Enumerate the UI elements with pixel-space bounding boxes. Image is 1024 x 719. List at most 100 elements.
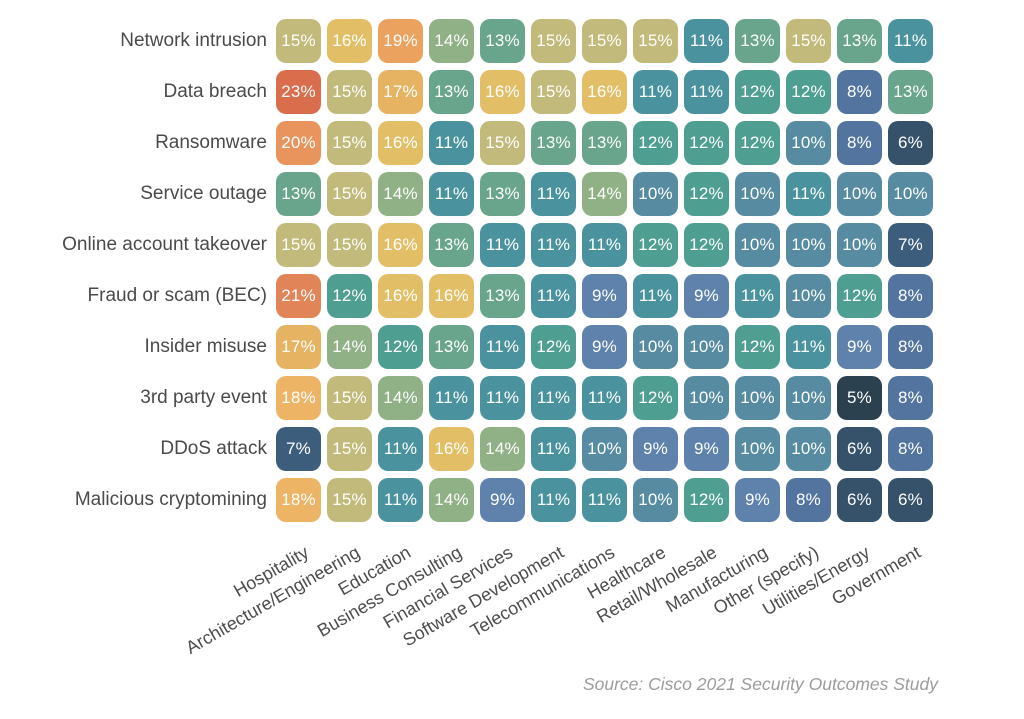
heatmap-cell: 14% [480,427,525,471]
heatmap-row: Online account takeover 15% 15% 16% 13% 11% 11… [0,223,933,267]
heatmap-cell: 13% [837,19,882,63]
heatmap-cell: 10% [633,478,678,522]
heatmap-cell: 11% [531,376,576,420]
heatmap-cell: 13% [429,223,474,267]
heatmap-cell: 11% [480,325,525,369]
row-label: Malicious cryptomining [74,489,267,510]
heatmap-cell: 11% [582,478,627,522]
heatmap-row: Insider misuse 17% 14% 12% 13% 11% 12% 9% 10% 10%… [0,325,933,369]
heatmap-row: DDoS attack 7% 15% 11% 16% 14% 11% 10% 9% 9% 10% 10… [0,427,933,471]
heatmap-cell: 12% [633,223,678,267]
row-label: Ransomware [155,132,267,153]
heatmap-cell: 20% [276,121,321,165]
heatmap-cell: 12% [684,478,729,522]
heatmap-cell: 11% [378,427,423,471]
heatmap-cell: 11% [888,19,933,63]
row-label: Online account takeover [62,234,267,255]
heatmap-cell: 12% [837,274,882,318]
heatmap-cell: 11% [684,19,729,63]
heatmap-cell: 19% [378,19,423,63]
heatmap-cell: 16% [429,427,474,471]
heatmap-cell: 11% [633,274,678,318]
heatmap-cell: 11% [480,376,525,420]
heatmap-row-cells: 13% 15% 14% 11% 13% 11% 14% 10% 12% 10% 11% 10% 10% [276,172,933,216]
heatmap-cell: 15% [327,478,372,522]
heatmap-cell: 11% [378,478,423,522]
heatmap-cell: 10% [633,172,678,216]
heatmap-cell: 14% [582,172,627,216]
heatmap-row-cells: 17% 14% 12% 13% 11% 12% 9% 10% 10% 12% 11% 9% 8% [276,325,933,369]
heatmap-row: Network intrusion 15% 16% 19% 14% 13% 15% 15% 15… [0,19,933,63]
row-label: Service outage [140,183,267,204]
heatmap-cell: 16% [327,19,372,63]
heatmap-cell: 8% [786,478,831,522]
heatmap-cell: 9% [582,274,627,318]
source-note: Source: Cisco 2021 Security Outcomes Stu… [582,674,938,694]
row-label: Data breach [163,81,267,102]
heatmap-cell: 17% [276,325,321,369]
row-label: Fraud or scam (BEC) [87,285,267,306]
heatmap-cell: 12% [735,325,780,369]
heatmap-cell: 23% [276,70,321,114]
row-label: 3rd party event [140,387,267,408]
heatmap-cell: 6% [837,427,882,471]
heatmap-cell: 10% [786,223,831,267]
heatmap-cell: 12% [531,325,576,369]
heatmap-row: Data breach 23% 15% 17% 13% 16% 15% 16% 11% 11% 12… [0,70,933,114]
heatmap-cell: 14% [327,325,372,369]
heatmap-cell: 7% [276,427,321,471]
heatmap-cell: 13% [429,70,474,114]
heatmap-cell: 12% [684,172,729,216]
heatmap-cell: 13% [735,19,780,63]
heatmap-cell: 10% [888,172,933,216]
heatmap-cell: 10% [633,325,678,369]
heatmap-row: 3rd party event 18% 15% 14% 11% 11% 11% 11% 12% 1… [0,376,933,420]
heatmap-cell: 15% [480,121,525,165]
heatmap-cell: 13% [429,325,474,369]
heatmap-cell: 12% [735,121,780,165]
heatmap-row: Fraud or scam (BEC) 21% 12% 16% 16% 13% 11% 9% 1… [0,274,933,318]
heatmap-cell: 8% [837,121,882,165]
heatmap-cell: 11% [429,376,474,420]
heatmap-cell: 15% [327,70,372,114]
row-label: Network intrusion [120,30,267,51]
heatmap-cell: 10% [786,376,831,420]
heatmap-cell: 11% [429,172,474,216]
heatmap-row: Service outage 13% 15% 14% 11% 13% 11% 14% 10% 12… [0,172,933,216]
heatmap-cell: 16% [582,70,627,114]
heatmap-cell: 8% [888,427,933,471]
heatmap-cell: 15% [633,19,678,63]
heatmap-cell: 13% [480,19,525,63]
heatmap-cell: 10% [837,223,882,267]
heatmap-cell: 12% [378,325,423,369]
heatmap-row-cells: 18% 15% 14% 11% 11% 11% 11% 12% 10% 10% 10% 5% 8% [276,376,933,420]
heatmap-cell: 18% [276,478,321,522]
heatmap-cell: 14% [378,172,423,216]
heatmap-cell: 11% [480,223,525,267]
heatmap-cell: 18% [276,376,321,420]
heatmap-cell: 8% [888,376,933,420]
heatmap-cell: 10% [786,121,831,165]
heatmap-cell: 11% [786,172,831,216]
heatmap-cell: 10% [786,427,831,471]
heatmap-cell: 6% [888,121,933,165]
heatmap-cell: 10% [735,427,780,471]
heatmap-cell: 11% [582,376,627,420]
heatmap-cell: 8% [888,325,933,369]
heatmap-cell: 9% [633,427,678,471]
heatmap-cell: 15% [327,172,372,216]
heatmap-cell: 11% [531,427,576,471]
heatmap-cell: 16% [378,121,423,165]
heatmap-cell: 21% [276,274,321,318]
heatmap-row-cells: 15% 15% 16% 13% 11% 11% 11% 12% 12% 10% 10% 10% 7% [276,223,933,267]
heatmap-cell: 10% [684,325,729,369]
heatmap-cell: 12% [633,121,678,165]
heatmap-cell: 11% [531,478,576,522]
row-label: Insider misuse [144,336,268,357]
heatmap-cell: 11% [786,325,831,369]
heatmap-cell: 6% [837,478,882,522]
heatmap-cell: 9% [582,325,627,369]
heatmap-cell: 12% [684,121,729,165]
heatmap-cell: 10% [735,172,780,216]
